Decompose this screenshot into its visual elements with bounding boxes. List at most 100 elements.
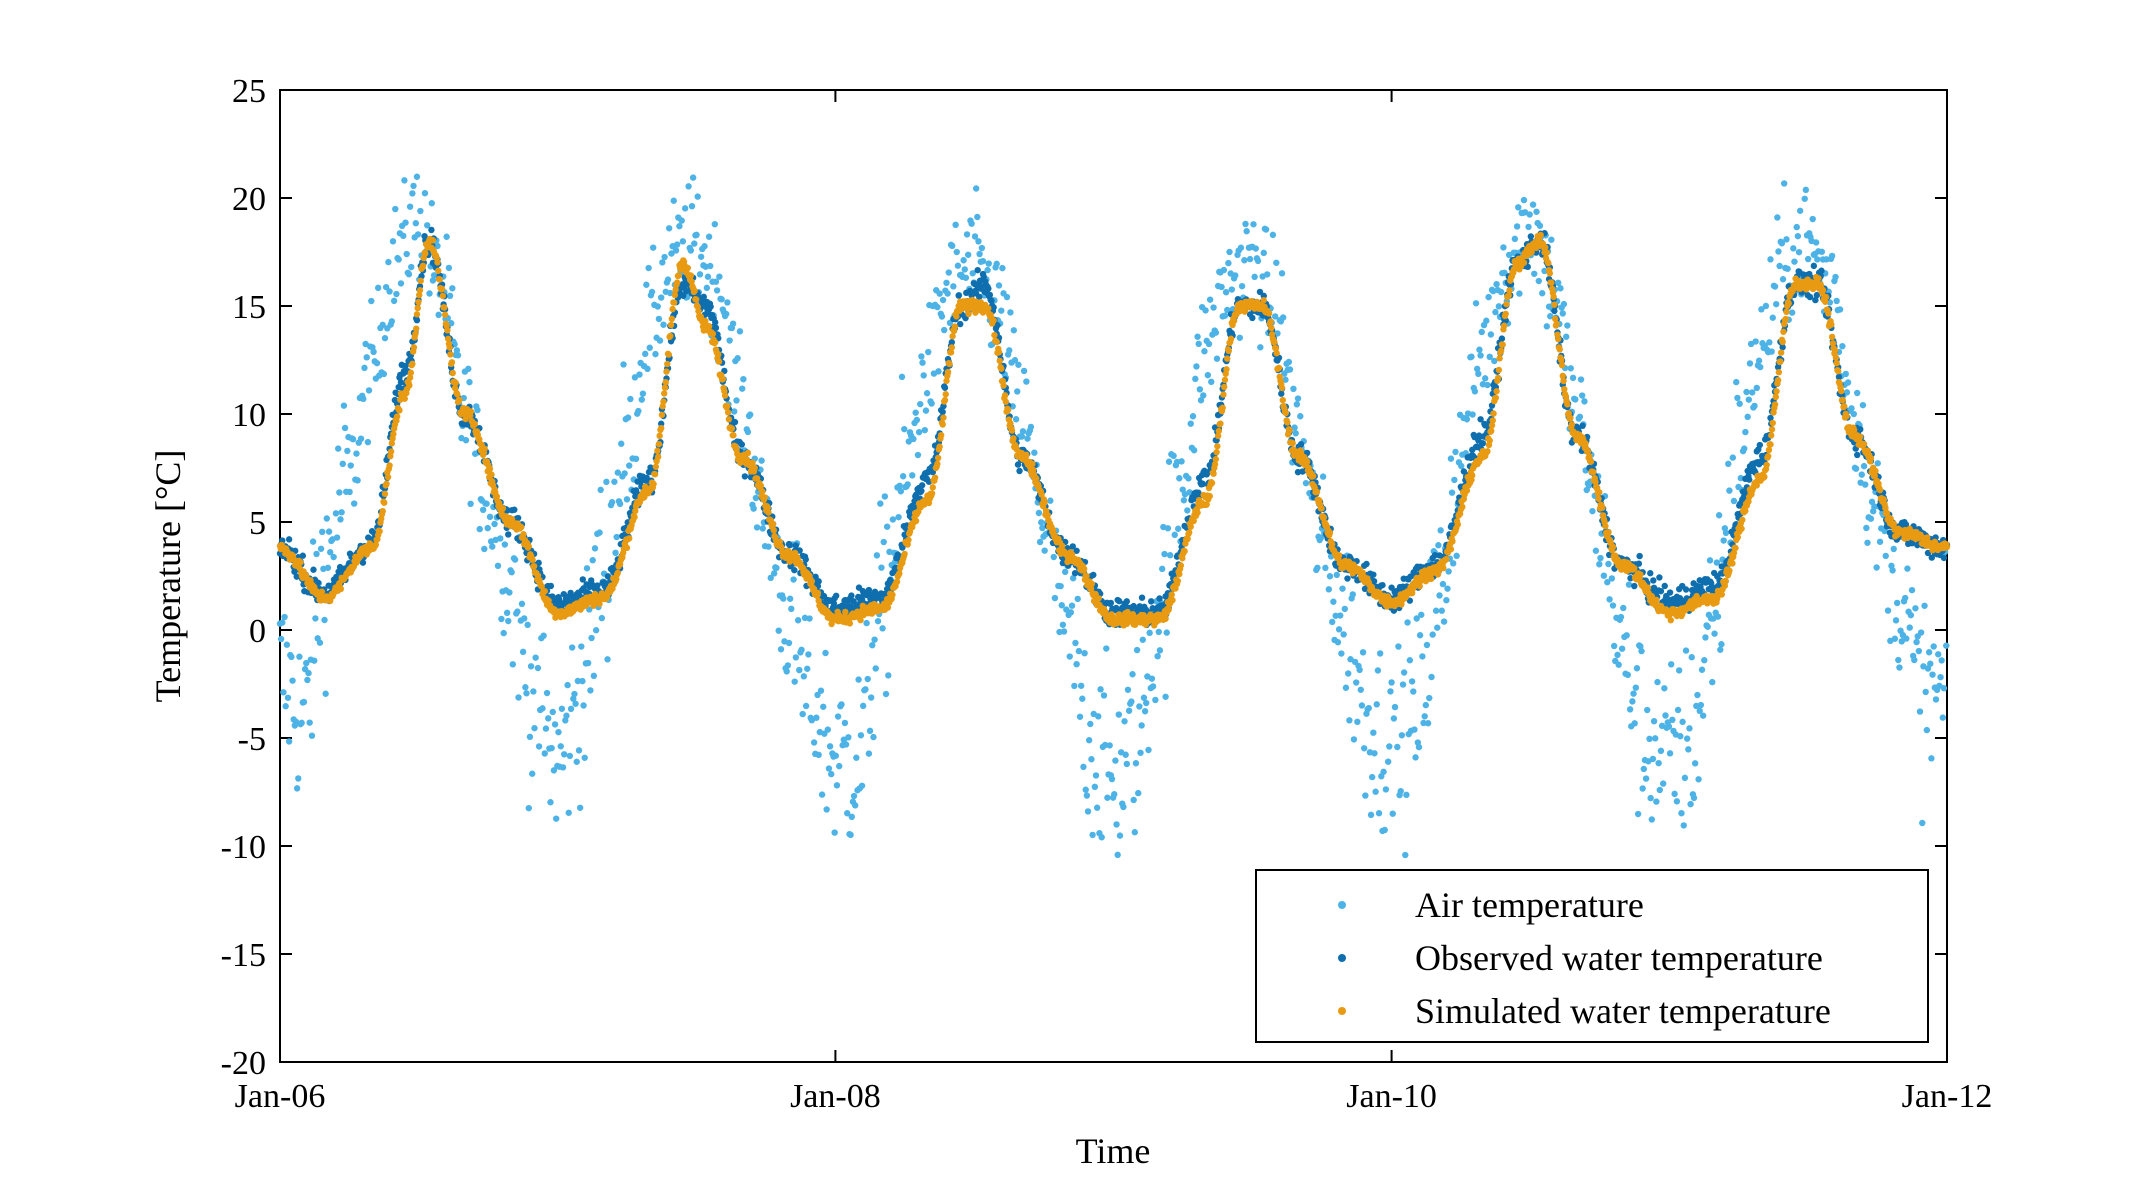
- data-point: [718, 296, 725, 303]
- data-point: [1408, 678, 1416, 685]
- data-point: [758, 457, 765, 464]
- data-point: [931, 474, 939, 481]
- data-point: [1260, 292, 1267, 300]
- data-point: [673, 279, 681, 286]
- data-point: [467, 500, 474, 508]
- data-point: [434, 242, 441, 250]
- data-point: [648, 288, 656, 296]
- data-point: [1757, 363, 1764, 371]
- data-point: [1810, 262, 1818, 270]
- data-point: [1156, 595, 1163, 602]
- data-point: [952, 221, 959, 229]
- data-point: [1665, 723, 1673, 730]
- data-point: [408, 263, 415, 271]
- data-point: [1448, 489, 1456, 496]
- data-point: [659, 259, 666, 266]
- data-point: [1697, 701, 1705, 709]
- data-point: [1023, 378, 1030, 385]
- data-point: [1714, 613, 1722, 620]
- data-point: [1901, 594, 1909, 602]
- y-tick-label: 25: [232, 73, 266, 110]
- data-point: [1203, 501, 1210, 508]
- data-point: [676, 222, 683, 230]
- data-point: [693, 231, 700, 239]
- data-point: [687, 272, 695, 279]
- data-point: [626, 462, 633, 469]
- data-point: [581, 754, 588, 761]
- data-point: [1143, 699, 1150, 707]
- data-point: [812, 573, 819, 581]
- data-point: [317, 545, 325, 552]
- data-point: [1038, 491, 1045, 498]
- data-point: [337, 585, 345, 593]
- data-point: [564, 681, 571, 689]
- data-point: [865, 750, 873, 757]
- data-point: [1069, 574, 1077, 582]
- data-point: [668, 250, 675, 257]
- data-point: [1220, 266, 1228, 274]
- x-tick-label: Jan-10: [1346, 1078, 1437, 1115]
- data-point: [895, 513, 902, 521]
- data-point: [643, 281, 650, 288]
- data-point: [1174, 525, 1182, 532]
- data-point: [1012, 416, 1020, 423]
- data-point: [1403, 791, 1410, 799]
- data-point: [1699, 712, 1707, 719]
- data-point: [579, 677, 586, 685]
- data-point: [574, 677, 582, 685]
- data-point: [759, 525, 766, 532]
- data-point: [1090, 571, 1097, 579]
- data-point: [770, 570, 778, 577]
- data-point: [920, 372, 927, 379]
- data-point: [985, 285, 992, 292]
- data-point: [919, 359, 926, 366]
- data-point: [960, 257, 967, 264]
- data-point: [525, 804, 532, 812]
- data-point: [1338, 650, 1345, 657]
- data-point: [1341, 605, 1348, 613]
- data-point: [649, 244, 657, 251]
- data-point: [841, 719, 849, 727]
- data-point: [1685, 746, 1692, 753]
- data-point: [543, 689, 551, 697]
- data-point: [1631, 582, 1638, 590]
- data-point: [848, 813, 855, 821]
- data-point: [1776, 262, 1783, 270]
- data-point: [805, 651, 812, 658]
- data-point: [878, 564, 885, 571]
- data-point: [770, 527, 777, 534]
- data-point: [813, 714, 820, 721]
- data-point: [780, 595, 787, 602]
- data-point: [1440, 618, 1448, 625]
- data-point: [484, 524, 491, 532]
- data-point: [281, 613, 288, 621]
- data-point: [1095, 595, 1102, 602]
- data-point: [884, 604, 892, 611]
- data-point: [1560, 300, 1568, 308]
- data-point: [626, 535, 633, 542]
- data-point: [1669, 716, 1676, 724]
- data-point: [1108, 775, 1116, 783]
- series-observed-water-temperature: [276, 226, 1951, 629]
- data-point: [1860, 462, 1868, 470]
- data-point: [486, 513, 494, 521]
- data-point: [1854, 451, 1861, 459]
- data-point: [1058, 602, 1065, 609]
- data-point: [657, 424, 665, 432]
- data-point: [1695, 776, 1702, 783]
- data-point: [1060, 628, 1068, 635]
- data-point: [1557, 285, 1564, 292]
- data-point: [862, 686, 869, 693]
- data-point: [1908, 540, 1916, 547]
- data-point: [1771, 283, 1779, 290]
- data-point: [488, 471, 495, 478]
- y-tick-label: 15: [232, 289, 266, 326]
- data-point: [446, 344, 453, 351]
- data-point: [874, 617, 882, 625]
- data-point: [704, 273, 712, 280]
- data-point: [1271, 313, 1279, 320]
- data-point: [853, 754, 860, 761]
- data-point: [1839, 342, 1846, 350]
- data-point: [1342, 684, 1350, 691]
- data-point: [1001, 392, 1009, 399]
